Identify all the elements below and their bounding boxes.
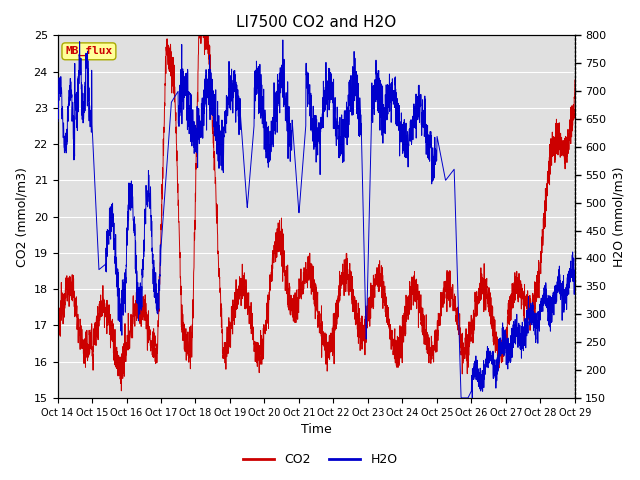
Text: MB_flux: MB_flux [65,46,113,57]
Y-axis label: H2O (mmol/m3): H2O (mmol/m3) [612,167,625,267]
X-axis label: Time: Time [301,423,332,436]
Title: LI7500 CO2 and H2O: LI7500 CO2 and H2O [236,15,396,30]
Y-axis label: CO2 (mmol/m3): CO2 (mmol/m3) [15,167,28,266]
Legend: CO2, H2O: CO2, H2O [237,448,403,471]
